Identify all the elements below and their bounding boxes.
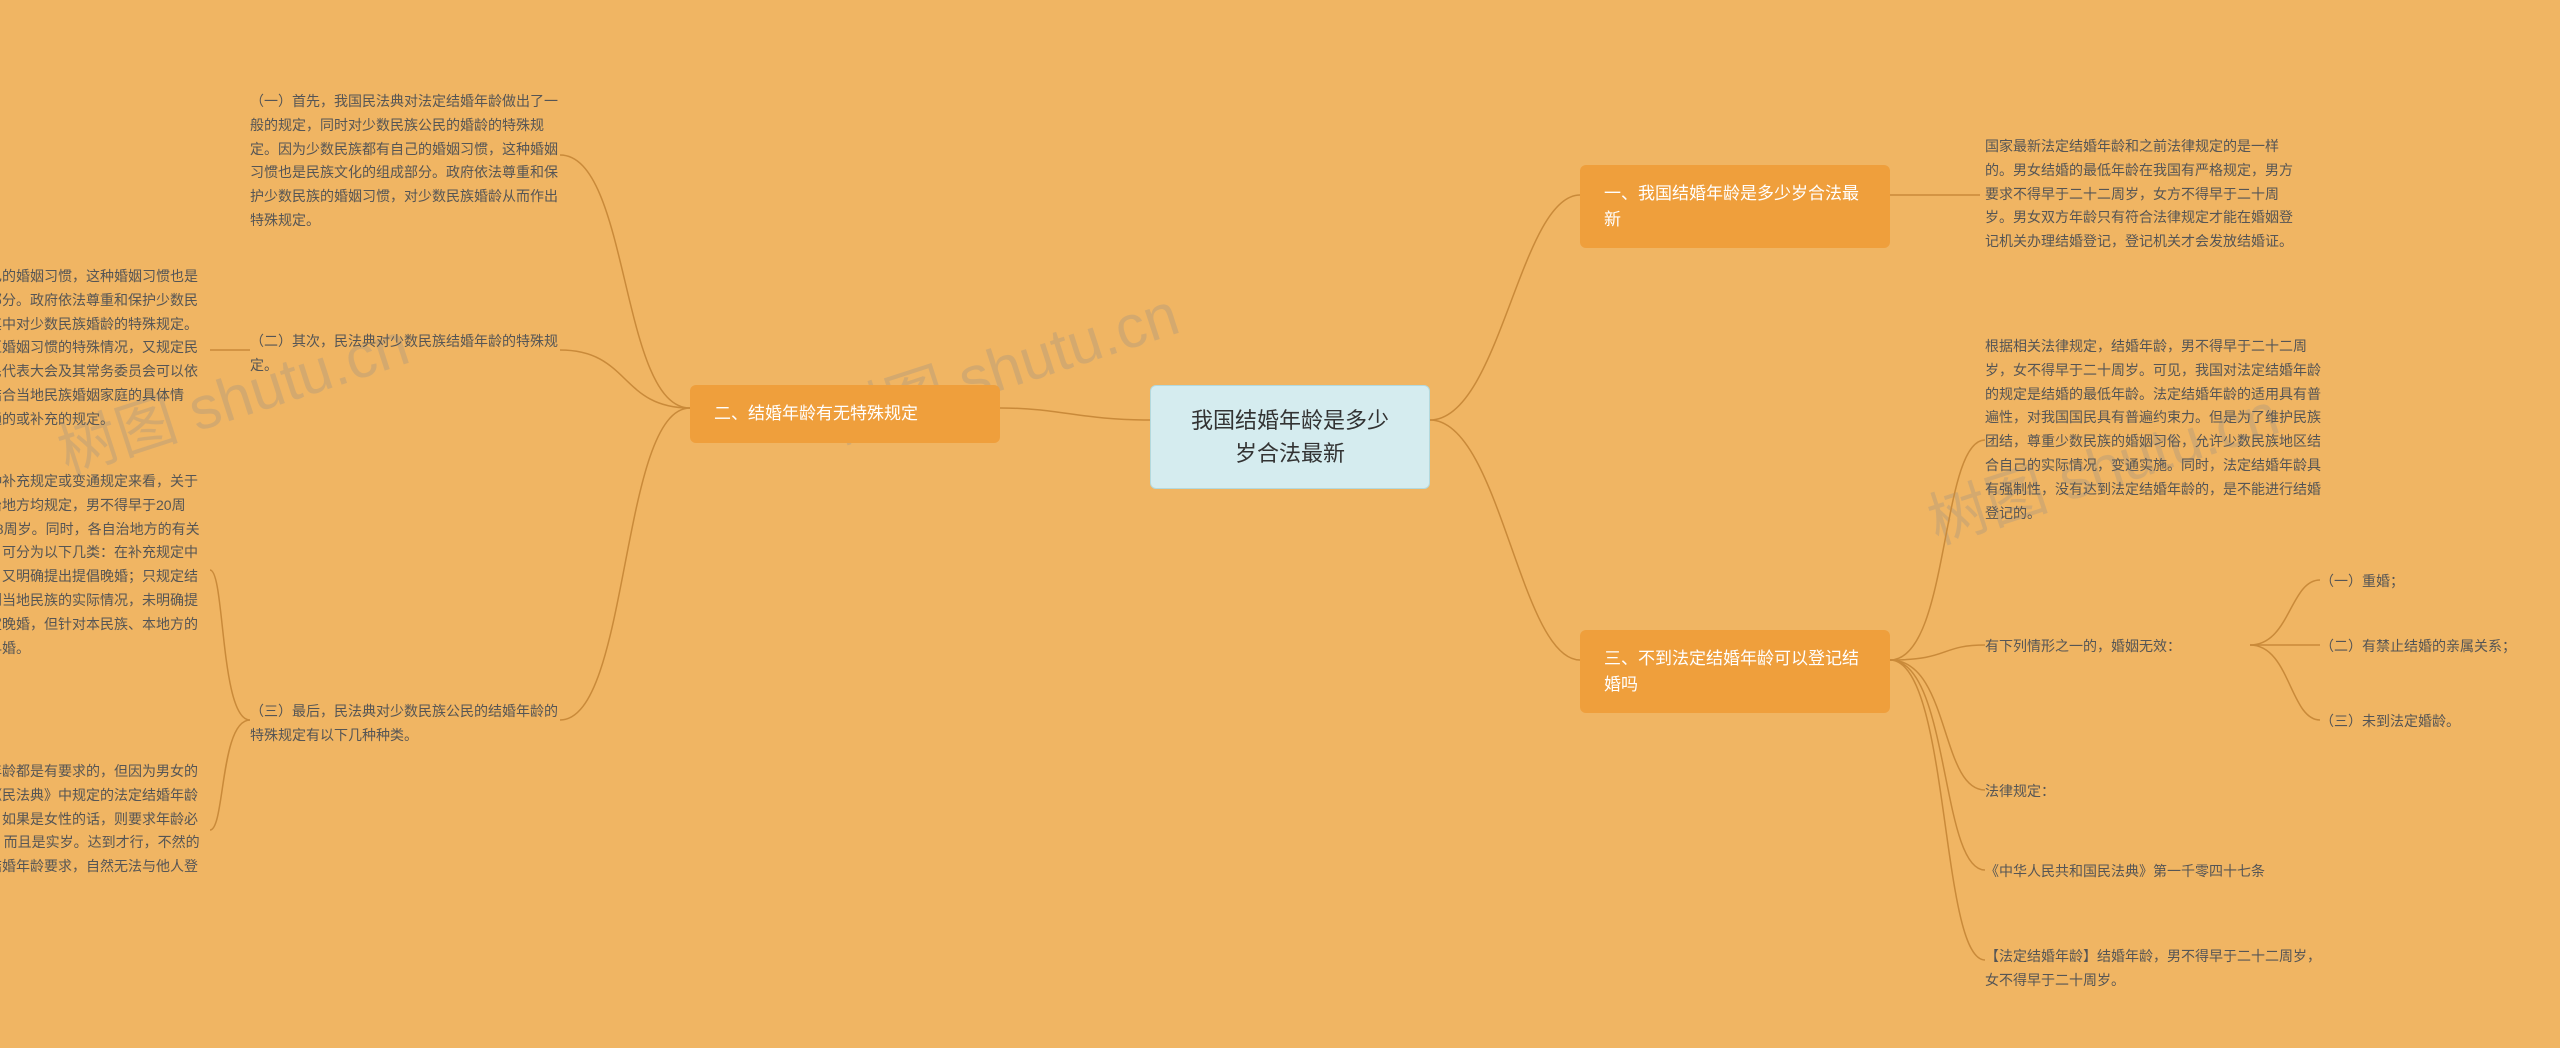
branch-3-sub-c: （三）未到法定婚龄。: [2320, 710, 2540, 734]
center-node: 我国结婚年龄是多少岁合法最新: [1150, 385, 1430, 489]
branch-3-detail-1: 根据相关法律规定，结婚年龄，男不得早于二十二周岁，女不得早于二十周岁。可见，我国…: [1985, 335, 2325, 525]
branch-2-d2: （二）其次，民法典对少数民族结婚年龄的特殊规定。: [250, 330, 560, 378]
branch-1: 一、我国结婚年龄是多少岁合法最新: [1580, 165, 1890, 248]
branch-3-sub2: 法律规定：: [1985, 780, 2245, 804]
branch-3-sub-b: （二）有禁止结婚的亲属关系；: [2320, 635, 2540, 659]
branch-3-sub-label: 有下列情形之一的，婚姻无效：: [1985, 635, 2245, 659]
branch-2-d3-detail-a: 从各地现有的各种补充规定或变通规定来看，关于结婚年龄，各自治地方均规定，男不得早…: [0, 470, 210, 660]
branch-2-d3-detail-b: 虽然对男女结婚年龄都是有要求的，但因为男女的情况不同，于是《民法典》中规定的法定…: [0, 760, 210, 903]
branch-2-d3: （三）最后，民法典对少数民族公民的结婚年龄的特殊规定有以下几种种类。: [250, 700, 560, 748]
branch-2-d1: （一）首先，我国民法典对法定结婚年龄做出了一般的规定，同时对少数民族公民的婚龄的…: [250, 90, 560, 233]
branch-3-sub3: 《中华人民共和国民法典》第一千零四十七条: [1985, 860, 2325, 884]
branch-3-sub-a: （一）重婚；: [2320, 570, 2540, 594]
branch-3: 三、不到法定结婚年龄可以登记结婚吗: [1580, 630, 1890, 713]
branch-2-d2-detail: 每个民族都有自己的婚姻习惯，这种婚姻习惯也是民族文化的组成部分。政府依法尊重和保…: [0, 265, 210, 432]
branch-1-detail: 国家最新法定结婚年龄和之前法律规定的是一样的。男女结婚的最低年龄在我国有严格规定…: [1985, 135, 2295, 254]
branch-3-sub4: 【法定结婚年龄】结婚年龄，男不得早于二十二周岁，女不得早于二十周岁。: [1985, 945, 2325, 993]
branch-2: 二、结婚年龄有无特殊规定: [690, 385, 1000, 443]
